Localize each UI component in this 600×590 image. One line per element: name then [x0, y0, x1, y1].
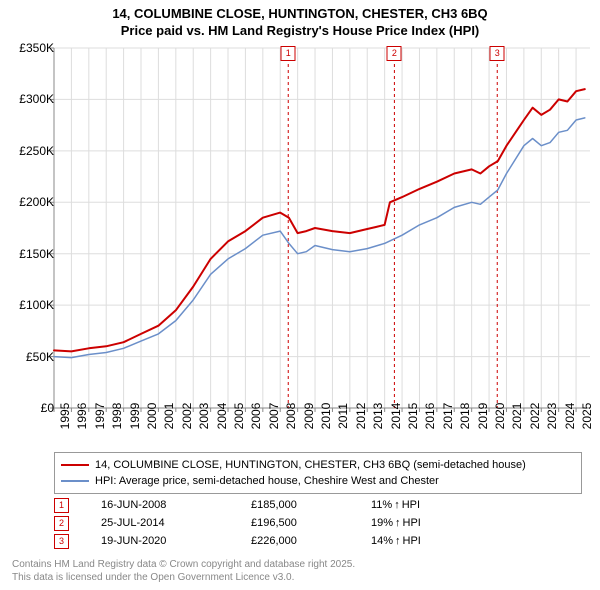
- x-tick-label: 2012: [354, 403, 368, 430]
- x-tick-label: 2018: [458, 403, 472, 430]
- x-tick-label: 2023: [545, 403, 559, 430]
- footer: Contains HM Land Registry data © Crown c…: [12, 558, 355, 584]
- chart-svg: [54, 48, 590, 408]
- event-pct: 19%: [371, 517, 393, 529]
- legend-swatch-1: [61, 464, 89, 466]
- y-tick-label: £0: [41, 401, 54, 415]
- title-line-2: Price paid vs. HM Land Registry's House …: [0, 23, 600, 40]
- chart-area: [54, 48, 590, 408]
- event-hpi: 14% ↑ HPI: [371, 535, 421, 547]
- x-tick-label: 2008: [284, 403, 298, 430]
- x-tick-label: 2013: [371, 403, 385, 430]
- x-tick-label: 2002: [180, 403, 194, 430]
- y-tick-label: £50K: [26, 350, 54, 364]
- y-tick-label: £250K: [19, 144, 54, 158]
- x-tick-label: 2005: [232, 403, 246, 430]
- event-marker-3: 3: [54, 534, 69, 549]
- x-tick-label: 1999: [128, 403, 142, 430]
- event-marker-2: 2: [54, 516, 69, 531]
- legend-row: HPI: Average price, semi-detached house,…: [61, 473, 575, 489]
- x-tick-label: 2022: [528, 403, 542, 430]
- event-hpi: 19% ↑ HPI: [371, 517, 421, 529]
- chart-event-marker: 2: [387, 46, 402, 61]
- event-row: 1 16-JUN-2008 £185,000 11% ↑ HPI: [54, 496, 590, 514]
- title-line-1: 14, COLUMBINE CLOSE, HUNTINGTON, CHESTER…: [0, 6, 600, 23]
- x-tick-label: 2000: [145, 403, 159, 430]
- chart-event-marker: 3: [490, 46, 505, 61]
- footer-line-2: This data is licensed under the Open Gov…: [12, 571, 355, 584]
- chart-container: 14, COLUMBINE CLOSE, HUNTINGTON, CHESTER…: [0, 0, 600, 590]
- x-tick-label: 2007: [267, 403, 281, 430]
- event-date: 16-JUN-2008: [101, 499, 251, 511]
- y-tick-label: £100K: [19, 298, 54, 312]
- event-marker-1: 1: [54, 498, 69, 513]
- y-tick-label: £350K: [19, 41, 54, 55]
- title-block: 14, COLUMBINE CLOSE, HUNTINGTON, CHESTER…: [0, 0, 600, 40]
- x-tick-label: 2001: [162, 403, 176, 430]
- x-tick-label: 2006: [249, 403, 263, 430]
- x-tick-label: 2020: [493, 403, 507, 430]
- arrow-up-icon: ↑: [394, 499, 400, 511]
- event-pct: 14%: [371, 535, 393, 547]
- legend-row: 14, COLUMBINE CLOSE, HUNTINGTON, CHESTER…: [61, 457, 575, 473]
- legend-swatch-2: [61, 480, 89, 482]
- x-tick-label: 2016: [423, 403, 437, 430]
- event-suffix: HPI: [403, 535, 421, 547]
- x-tick-label: 2017: [441, 403, 455, 430]
- y-tick-label: £150K: [19, 247, 54, 261]
- event-hpi: 11% ↑ HPI: [371, 499, 420, 511]
- y-tick-label: £300K: [19, 92, 54, 106]
- x-tick-label: 2019: [476, 403, 490, 430]
- x-tick-label: 2021: [510, 403, 524, 430]
- x-tick-label: 1997: [93, 403, 107, 430]
- footer-line-1: Contains HM Land Registry data © Crown c…: [12, 558, 355, 571]
- arrow-up-icon: ↑: [395, 517, 401, 529]
- x-tick-label: 1996: [75, 403, 89, 430]
- event-suffix: HPI: [402, 499, 420, 511]
- event-date: 25-JUL-2014: [101, 517, 251, 529]
- chart-event-marker: 1: [281, 46, 296, 61]
- x-tick-label: 2003: [197, 403, 211, 430]
- x-tick-label: 2014: [389, 403, 403, 430]
- event-price: £196,500: [251, 517, 371, 529]
- x-tick-label: 1995: [58, 403, 72, 430]
- legend-box: 14, COLUMBINE CLOSE, HUNTINGTON, CHESTER…: [54, 452, 582, 494]
- event-row: 3 19-JUN-2020 £226,000 14% ↑ HPI: [54, 532, 590, 550]
- event-price: £226,000: [251, 535, 371, 547]
- y-tick-label: £200K: [19, 195, 54, 209]
- x-tick-label: 2025: [580, 403, 594, 430]
- event-row: 2 25-JUL-2014 £196,500 19% ↑ HPI: [54, 514, 590, 532]
- x-tick-label: 2015: [406, 403, 420, 430]
- legend-label-1: 14, COLUMBINE CLOSE, HUNTINGTON, CHESTER…: [95, 459, 526, 471]
- legend-label-2: HPI: Average price, semi-detached house,…: [95, 475, 439, 487]
- x-tick-label: 2010: [319, 403, 333, 430]
- event-suffix: HPI: [403, 517, 421, 529]
- events-table: 1 16-JUN-2008 £185,000 11% ↑ HPI 2 25-JU…: [54, 496, 590, 550]
- event-date: 19-JUN-2020: [101, 535, 251, 547]
- x-tick-label: 2011: [336, 403, 350, 429]
- x-tick-label: 2009: [302, 403, 316, 430]
- x-tick-label: 2004: [215, 403, 229, 430]
- event-price: £185,000: [251, 499, 371, 511]
- arrow-up-icon: ↑: [395, 535, 401, 547]
- x-tick-label: 2024: [563, 403, 577, 430]
- event-pct: 11%: [371, 499, 392, 511]
- x-tick-label: 1998: [110, 403, 124, 430]
